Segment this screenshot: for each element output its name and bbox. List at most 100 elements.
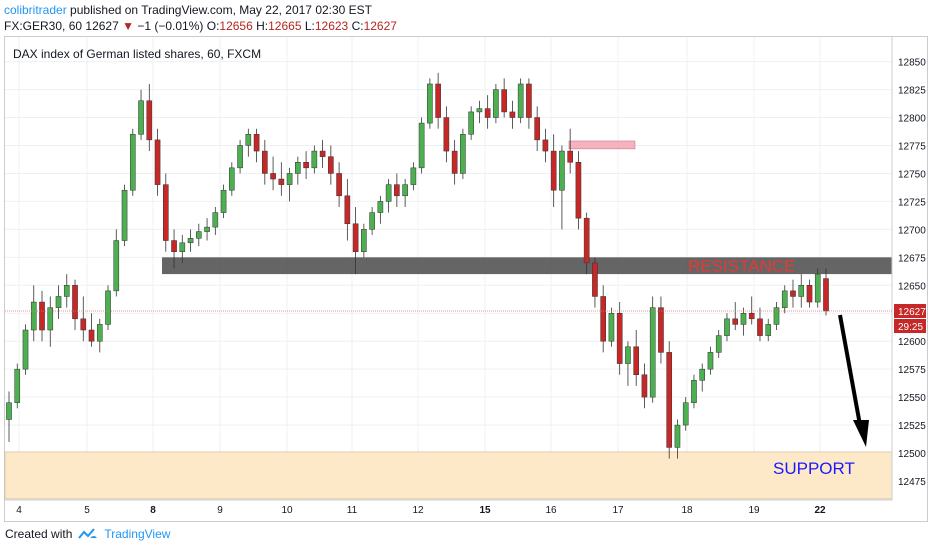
candle-body	[47, 307, 54, 331]
candle-body	[344, 195, 351, 225]
candle-body	[105, 290, 111, 325]
candle-body	[806, 285, 813, 303]
author-link[interactable]: colibritrader	[4, 3, 67, 17]
price-tick-label: 12825	[898, 86, 926, 97]
time-tick-label: 4	[16, 505, 22, 516]
down-arrow-icon: ▼	[122, 19, 134, 33]
time-tick-label: 19	[748, 505, 760, 516]
candle-body	[567, 150, 573, 163]
candle-body	[773, 307, 780, 325]
resistance-label: RESISTANCE	[688, 256, 795, 275]
candle-body	[526, 83, 532, 118]
candle-body	[616, 312, 623, 364]
candle-body	[781, 290, 788, 308]
candle-body	[534, 117, 540, 141]
time-tick-label: 15	[479, 505, 491, 516]
candle-body	[691, 380, 697, 403]
candle-body	[468, 111, 474, 135]
candle-body	[625, 346, 631, 364]
price-tick-label: 12750	[898, 169, 926, 180]
candle-body	[740, 312, 747, 325]
candle-body	[14, 368, 21, 403]
candle-body	[451, 150, 458, 174]
candle-body	[30, 301, 37, 331]
high-label: H:	[256, 19, 269, 33]
tradingview-brand-link[interactable]: TradingView	[104, 527, 171, 541]
candle-body	[237, 145, 243, 169]
candle-body	[501, 89, 507, 113]
last-price-badge	[894, 303, 926, 318]
created-with-label: Created with	[5, 527, 73, 541]
candle-body	[39, 301, 45, 331]
candle-body	[385, 184, 392, 202]
publish-info: published on TradingView.com, May 22, 20…	[70, 3, 373, 17]
candle-body	[823, 278, 829, 312]
time-tick-label: 10	[281, 505, 293, 516]
candle-body	[608, 312, 615, 342]
minor-resistance-zone	[568, 140, 636, 150]
price-tick-label: 12550	[898, 393, 926, 404]
candle-body	[402, 184, 408, 197]
price-tick-label: 12650	[898, 281, 926, 292]
candles	[6, 72, 829, 459]
candle-body	[509, 111, 516, 118]
candle-body	[435, 83, 441, 118]
candle-body	[682, 402, 689, 426]
candle-body	[427, 83, 433, 124]
tradingview-logo-icon	[78, 528, 98, 539]
candle-body	[410, 167, 417, 185]
footer: Created with TradingView	[5, 527, 170, 541]
candle-body	[649, 307, 656, 398]
price-tick-label: 12675	[898, 253, 926, 264]
candle-body	[765, 324, 772, 336]
candle-body	[476, 108, 483, 113]
candle-body	[311, 150, 318, 169]
countdown-label: 29:25	[898, 322, 923, 333]
candle-body	[633, 346, 640, 375]
candle-body	[253, 134, 260, 152]
candle-body	[361, 229, 367, 252]
candle-body	[88, 329, 95, 342]
candle-body	[658, 307, 664, 353]
low-label: L:	[304, 19, 315, 33]
close-label: C:	[351, 19, 364, 33]
candle-body	[328, 156, 334, 174]
candle-body	[270, 173, 276, 180]
candle-body	[63, 285, 70, 297]
open-label: O:	[206, 19, 220, 33]
candle-body	[732, 318, 739, 325]
time-tick-label: 11	[347, 505, 358, 516]
time-tick-label: 12	[412, 505, 424, 516]
time-tick-label: 17	[612, 505, 624, 516]
chart-title: DAX index of German listed shares, 60, F…	[13, 47, 262, 61]
candle-body	[72, 285, 78, 320]
last-price-label: 12627	[898, 307, 926, 318]
symbol-label: FX:GER30, 60	[4, 19, 83, 33]
candle-body	[790, 290, 796, 297]
price-change: −1 (−0.01%)	[137, 19, 204, 33]
candle-body	[220, 189, 227, 213]
candle-body	[600, 296, 606, 342]
candle-body	[641, 374, 648, 398]
close-value: 12627	[363, 19, 397, 33]
candle-body	[542, 139, 549, 152]
candle-body	[460, 134, 466, 174]
price-tick-label: 12800	[898, 114, 926, 125]
candle-body	[748, 312, 755, 320]
support-zone	[4, 451, 893, 500]
candle-body	[245, 134, 252, 146]
candle-body	[798, 285, 805, 297]
price-tick-label: 12725	[898, 197, 926, 208]
candle-body	[814, 273, 821, 303]
candle-body	[303, 162, 309, 169]
candle-body	[295, 162, 301, 174]
annotations: 12627 29:25 RESISTANCE SUPPORT	[5, 256, 926, 478]
price-tick-label: 12500	[898, 449, 926, 460]
candle-body	[6, 402, 12, 420]
forecast-arrow-shaft	[838, 314, 862, 426]
candle-body	[129, 134, 136, 191]
candle-body	[319, 150, 326, 157]
candle-body	[559, 150, 565, 191]
time-tick-label: 16	[545, 505, 557, 516]
